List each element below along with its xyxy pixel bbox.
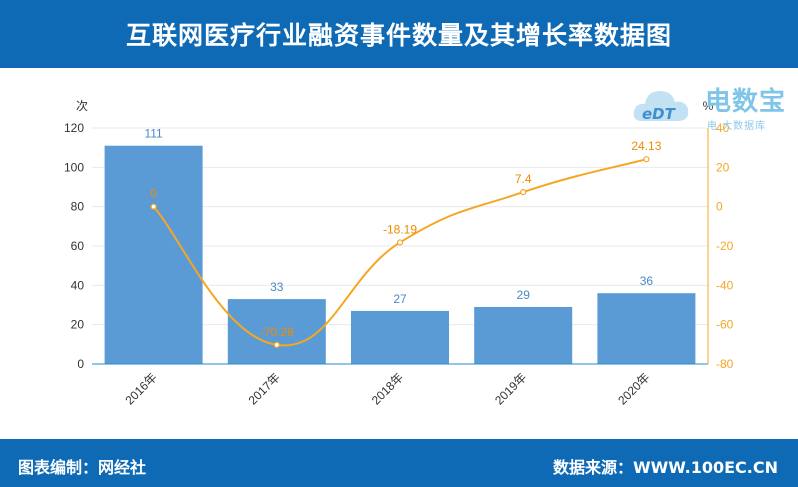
growth-line-series: 0 -70.28 -18.19 7.4 24.13 bbox=[150, 139, 662, 348]
bar-value-label: 36 bbox=[640, 274, 654, 288]
bar-value-label: 29 bbox=[517, 288, 531, 302]
left-axis-tick-label: 40 bbox=[71, 278, 85, 292]
logo-subtitle: 电 大数据库 bbox=[707, 121, 767, 132]
line-point bbox=[150, 203, 157, 210]
left-axis-tick-label: 20 bbox=[71, 318, 85, 332]
left-axis-tick-label: 100 bbox=[64, 160, 84, 174]
bar bbox=[351, 310, 449, 364]
left-axis-unit: 次 bbox=[76, 99, 88, 113]
bar bbox=[227, 299, 326, 364]
line-point bbox=[520, 189, 527, 196]
bar-value-label: 111 bbox=[144, 127, 163, 141]
line-point bbox=[396, 239, 404, 246]
growth-line-path bbox=[152, 158, 647, 347]
bar-value-label: 27 bbox=[393, 292, 407, 306]
chart-author: 图表编制：网经社 bbox=[18, 458, 147, 477]
bar-value-label: 33 bbox=[270, 280, 284, 294]
left-axis-tick-label: 120 bbox=[64, 121, 84, 135]
line-value-label: -70.28 bbox=[260, 325, 294, 339]
line-value-label: 24.13 bbox=[631, 139, 661, 153]
left-axis-tick-label: 0 bbox=[77, 357, 84, 371]
right-axis-tick-label: -40 bbox=[716, 278, 734, 292]
chart-area: 111 33 27 29 36 0 -70.28 -18.19 7.4 24.13 0 20 40 6… bbox=[64, 99, 734, 407]
left-axis-tick-label: 60 bbox=[71, 239, 85, 253]
x-axis-tick-label: 2019年 bbox=[492, 370, 529, 407]
header-bar: 互联网医疗行业融资事件数量及其增长率数据图 bbox=[0, 0, 798, 68]
bar bbox=[104, 145, 203, 364]
right-axis-tick-label: -20 bbox=[716, 239, 734, 253]
x-axis-tick-label: 2016年 bbox=[122, 370, 159, 407]
x-axis-tick-label: 2018年 bbox=[369, 370, 406, 407]
logo-brand-name: 电数宝 bbox=[705, 87, 787, 117]
bar bbox=[474, 306, 573, 364]
logo-mark-text: eDT bbox=[642, 105, 677, 123]
line-value-label: -18.19 bbox=[383, 222, 417, 236]
right-axis-tick-label: -60 bbox=[716, 318, 734, 332]
right-axis-tick-label: 40 bbox=[716, 121, 730, 135]
line-point bbox=[273, 341, 280, 348]
right-axis-tick-label: 0 bbox=[716, 200, 723, 214]
right-axis-tick-label: 20 bbox=[716, 160, 730, 174]
data-source: 数据来源：WWW.100EC.CN bbox=[552, 458, 778, 477]
chart-title: 互联网医疗行业融资事件数量及其增长率数据图 bbox=[125, 21, 672, 50]
line-value-label: 7.4 bbox=[515, 172, 532, 186]
x-axis-tick-label: 2017年 bbox=[246, 370, 283, 407]
x-axis-tick-label: 2020年 bbox=[615, 370, 652, 407]
left-axis-tick-label: 80 bbox=[71, 200, 85, 214]
line-value-label: 0 bbox=[150, 187, 157, 201]
line-point bbox=[643, 156, 650, 163]
right-axis-tick-label: -80 bbox=[716, 357, 734, 371]
footer-bar: 图表编制：网经社 数据来源：WWW.100EC.CN bbox=[0, 439, 798, 487]
cloud-logo-icon: eDT bbox=[633, 91, 689, 123]
brand-logo: eDT 电数宝 电 大数据库 bbox=[630, 75, 795, 135]
bar bbox=[597, 293, 696, 364]
right-axis-unit: % bbox=[703, 99, 714, 113]
